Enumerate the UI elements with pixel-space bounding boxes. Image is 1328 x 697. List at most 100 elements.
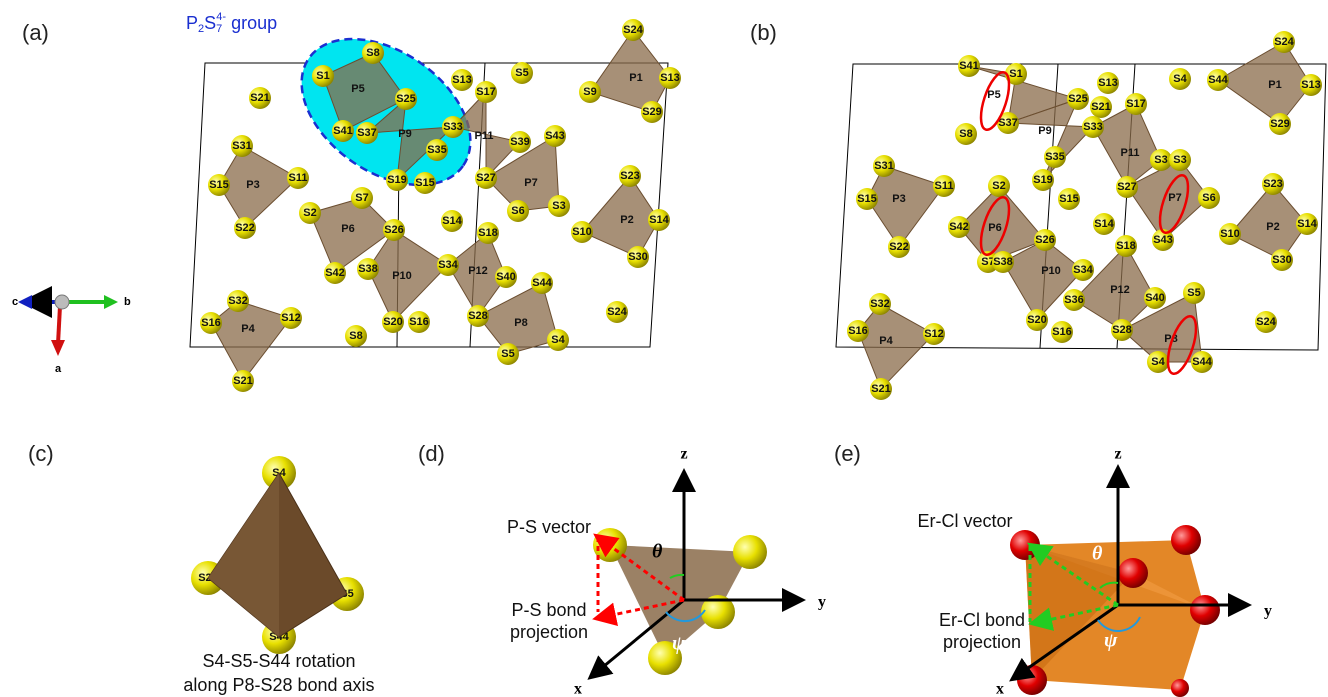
atom-label: S27 xyxy=(1117,181,1137,193)
panel-e: z y x θ ψ Er-Cl vector Er-Cl bond projec… xyxy=(917,446,1272,697)
atom-label: S15 xyxy=(1059,193,1079,205)
atom-label: S16 xyxy=(409,316,429,328)
atom-label: S40 xyxy=(1145,292,1165,304)
atom-label: P1 xyxy=(629,72,642,84)
atom-label: P9 xyxy=(1038,125,1051,137)
atom-label: P7 xyxy=(1168,192,1181,204)
atom-label: S12 xyxy=(924,328,944,340)
atom-label: P4 xyxy=(241,323,255,335)
atom-label: S16 xyxy=(1052,326,1072,338)
atom-label: S24 xyxy=(623,24,643,36)
atom-label: S26 xyxy=(1035,234,1055,246)
atom-label: S42 xyxy=(325,267,345,279)
atom-label: P3 xyxy=(246,179,259,191)
atom-label: S14 xyxy=(1094,218,1114,230)
axis-label: z xyxy=(1114,446,1121,463)
tetrahedron xyxy=(867,166,944,247)
atom-label: S25 xyxy=(1068,93,1088,105)
atom-label: S22 xyxy=(889,241,909,253)
atom-label: P7 xyxy=(524,177,537,189)
atom-label: S24 xyxy=(1256,316,1276,328)
atom-label: S24 xyxy=(1274,36,1294,48)
group-label: P2S74-group xyxy=(186,11,277,35)
atom-label: S15 xyxy=(415,177,435,189)
annotation: P-S vector xyxy=(507,517,591,537)
atom-label: P6 xyxy=(341,223,354,235)
figure: S24P1S13S9S29S5S13S8S1P5S25S17S41S37P9S3… xyxy=(0,0,1328,697)
atom-label: S33 xyxy=(1083,121,1103,133)
axis-label: y xyxy=(1264,603,1272,620)
atom-label: S6 xyxy=(511,205,524,217)
atom-label: S23 xyxy=(620,170,640,182)
atom-label: S42 xyxy=(949,221,969,233)
atom-label: S32 xyxy=(228,295,248,307)
atom-label: P2 xyxy=(1266,221,1279,233)
atom-label: P12 xyxy=(1110,284,1130,296)
atom-label: S21 xyxy=(250,92,270,104)
atom-label: S16 xyxy=(201,317,221,329)
atom-label: S1 xyxy=(1009,68,1022,80)
atom-label: P10 xyxy=(1041,265,1061,277)
atom-label: S11 xyxy=(935,180,954,192)
atom-label: P5 xyxy=(351,83,364,95)
atom-label: S13 xyxy=(1301,79,1321,91)
atom-label: P11 xyxy=(475,130,494,142)
annotation: projection xyxy=(943,632,1021,652)
atom-label: S40 xyxy=(496,271,516,283)
atom-label: S34 xyxy=(1073,264,1093,276)
atom-label: S10 xyxy=(572,226,592,238)
atom-label: S12 xyxy=(281,312,301,324)
atom-label: S3 xyxy=(1173,154,1186,166)
atom-label: S11 xyxy=(289,172,308,184)
atom-label: S14 xyxy=(1297,218,1317,230)
atom-label: S20 xyxy=(1027,314,1047,326)
axis-label: x xyxy=(996,681,1004,697)
atom-label: P5 xyxy=(987,89,1000,101)
atom-label: S33 xyxy=(443,121,463,133)
atom-label: P12 xyxy=(468,265,488,277)
atom-label: S14 xyxy=(442,215,462,227)
atom-label: S13 xyxy=(660,72,680,84)
atom-label: S19 xyxy=(1033,174,1053,186)
axis-label: x xyxy=(574,681,582,697)
atom-label: S37 xyxy=(998,117,1018,129)
atom-label: S15 xyxy=(857,193,877,205)
atom-label: S21 xyxy=(1091,101,1111,113)
tetrahedron xyxy=(858,304,934,389)
panel-label: (d) xyxy=(418,441,445,466)
atom-label: S37 xyxy=(357,127,377,139)
atom-label: S18 xyxy=(1116,240,1136,252)
atom-label: S27 xyxy=(476,172,496,184)
atom-label: S43 xyxy=(545,130,565,142)
atom-label: P3 xyxy=(892,193,905,205)
annotation: projection xyxy=(510,622,588,642)
atom-label: S8 xyxy=(959,128,972,140)
atom-label: S30 xyxy=(1272,254,1292,266)
atom-label: S8 xyxy=(349,330,362,342)
atom-label: S38 xyxy=(358,263,378,275)
atom-label: P8 xyxy=(514,317,527,329)
atom-label: S5 xyxy=(1187,287,1200,299)
orientation-triad: c b a xyxy=(12,295,131,375)
panel-label: (a) xyxy=(22,20,49,45)
panel-d: z y x θ ψ P-S vector P-S bond projection xyxy=(507,446,826,697)
caption: S4-S5-S44 rotation xyxy=(202,651,355,671)
atom-label: S29 xyxy=(1270,118,1290,130)
atom-label: S28 xyxy=(1112,324,1132,336)
group-highlight xyxy=(275,9,498,215)
atom-label: S43 xyxy=(1153,234,1173,246)
atom-label: S5 xyxy=(501,348,514,360)
atom-label: P1 xyxy=(1268,79,1281,91)
atom-label: S25 xyxy=(396,93,416,105)
atom-label: S6 xyxy=(1202,192,1215,204)
atom-label: P11 xyxy=(1121,147,1140,159)
axis-label: a xyxy=(55,363,62,375)
atom-label: S15 xyxy=(209,179,229,191)
atom-label: S4 xyxy=(1173,73,1187,85)
atom-label: S31 xyxy=(874,160,894,172)
atom-label: S17 xyxy=(476,86,496,98)
annotation: Er-Cl bond xyxy=(939,610,1025,630)
atom-label: S2 xyxy=(303,207,316,219)
atom-label: S4 xyxy=(551,334,565,346)
atom-label: S36 xyxy=(1064,294,1084,306)
